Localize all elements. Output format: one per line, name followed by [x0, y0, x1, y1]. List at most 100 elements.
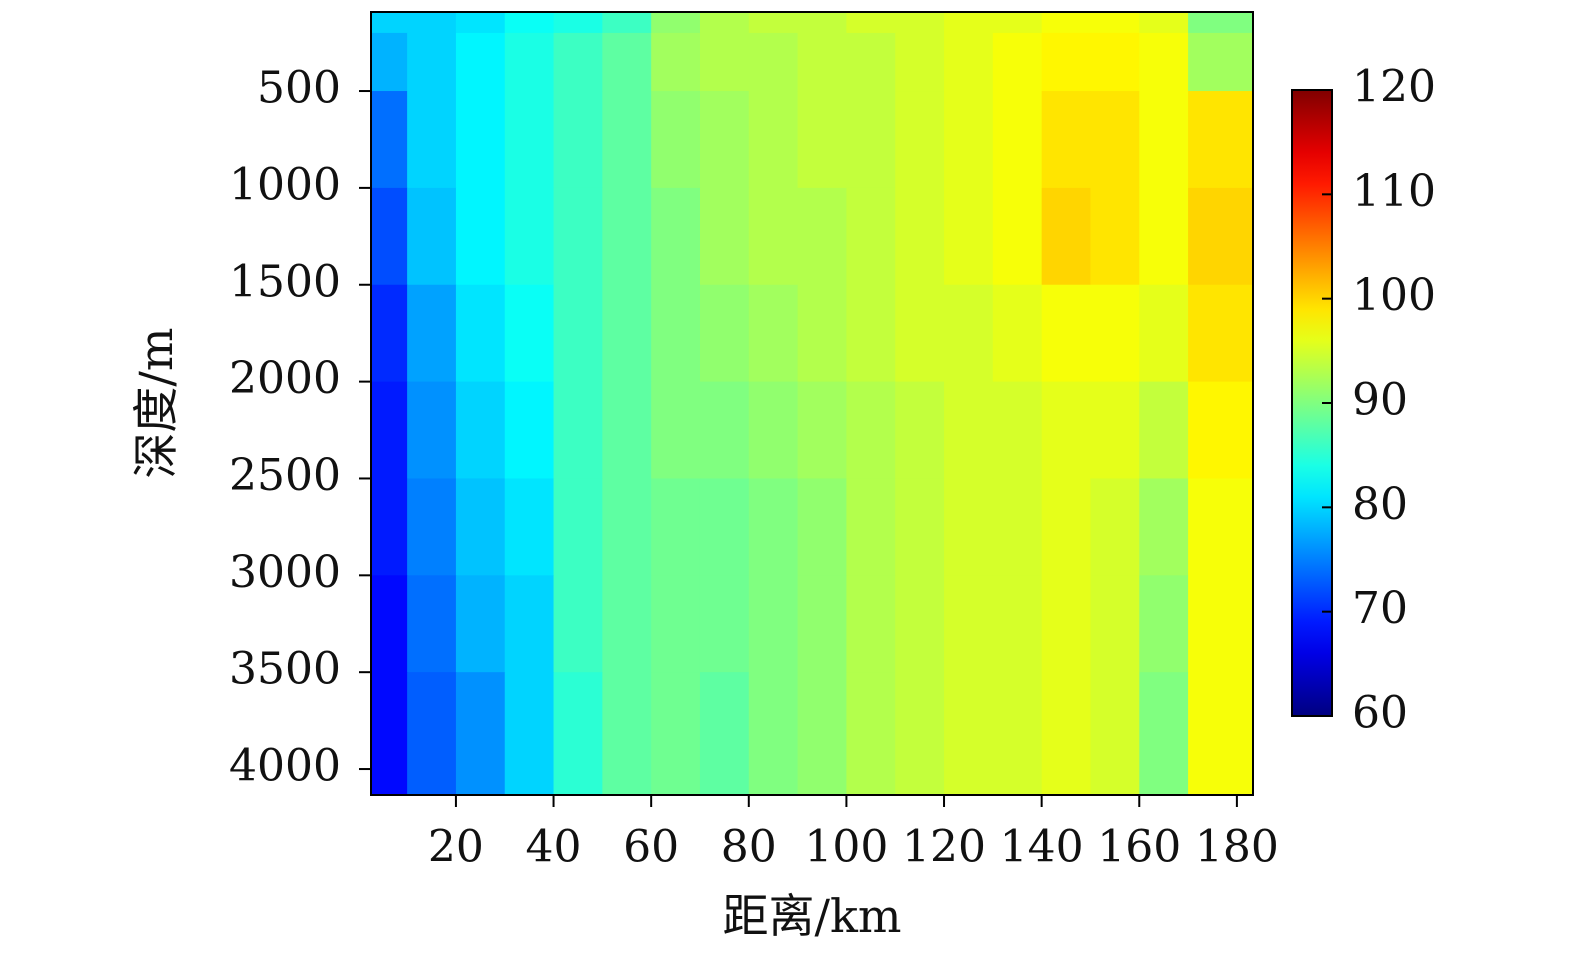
heatmap-cell — [602, 32, 652, 92]
heatmap-cell — [553, 32, 603, 92]
heatmap-cell — [895, 478, 945, 576]
heatmap-cell — [455, 187, 506, 286]
x-tick-label: 80 — [721, 822, 777, 873]
heatmap-cell — [797, 575, 847, 673]
heatmap-cell — [699, 284, 750, 383]
heatmap-cell — [992, 284, 1043, 383]
y-tick-label: 3500 — [229, 644, 341, 695]
heatmap-cell — [1188, 91, 1254, 189]
x-tick-label: 120 — [902, 822, 986, 873]
heatmap-cell — [1139, 284, 1189, 383]
heatmap-cell — [944, 284, 994, 383]
heatmap-cell — [944, 478, 994, 576]
heatmap-cell — [797, 12, 847, 34]
heatmap-cell — [1139, 91, 1189, 189]
heatmap-cell — [371, 12, 408, 34]
heatmap-cell — [371, 672, 408, 796]
heatmap-cell — [1090, 672, 1140, 796]
heatmap-cell — [699, 187, 750, 286]
heatmap-cell — [371, 91, 408, 189]
y-tick-label: 2500 — [229, 450, 341, 501]
heatmap-cell — [797, 672, 847, 796]
heatmap-cell — [1090, 381, 1140, 479]
heatmap-cell — [371, 32, 408, 92]
heatmap-cell — [895, 12, 945, 34]
heatmap-cell — [895, 284, 945, 383]
x-tick-label: 100 — [804, 822, 888, 873]
heatmap-cell — [1090, 187, 1140, 286]
heatmap-cell — [602, 284, 652, 383]
heatmap-cell — [895, 32, 945, 92]
heatmap-cell — [1041, 672, 1091, 796]
heatmap-cell — [371, 284, 408, 383]
heatmap-cell — [846, 575, 896, 673]
heatmap-cell — [455, 575, 506, 673]
heatmap-cell — [407, 672, 457, 796]
heatmap-cell — [797, 381, 847, 479]
heatmap-cell — [504, 478, 555, 576]
heatmap-cell — [602, 575, 652, 673]
colorbar-tick-label: 120 — [1352, 62, 1436, 113]
plot-frame — [370, 11, 1254, 796]
heatmap-cell — [371, 478, 408, 576]
heatmap-cell — [944, 187, 994, 286]
colorbar-tick-label: 100 — [1352, 270, 1436, 321]
heatmap-cell — [895, 575, 945, 673]
heatmap-cell — [1188, 12, 1254, 34]
heatmap-cell — [504, 575, 555, 673]
y-axis-title: 深度/m — [129, 327, 183, 478]
heatmap-cell — [699, 12, 750, 34]
heatmap-cell — [651, 187, 701, 286]
heatmap-cell — [944, 575, 994, 673]
heatmap-cell — [371, 187, 408, 286]
heatmap-cell — [1090, 12, 1140, 34]
heatmap-cell — [797, 91, 847, 189]
heatmap-cell — [1188, 187, 1254, 286]
heatmap-cell — [944, 381, 994, 479]
heatmap-cell — [553, 187, 603, 286]
heatmap-cell — [651, 32, 701, 92]
heatmap-cell — [797, 187, 847, 286]
heatmap-cell — [602, 672, 652, 796]
heatmap — [371, 12, 1254, 796]
heatmap-cell — [504, 381, 555, 479]
heatmap-cell — [1139, 575, 1189, 673]
heatmap-cell — [846, 672, 896, 796]
heatmap-cell — [455, 32, 506, 92]
heatmap-cell — [1188, 284, 1254, 383]
heatmap-cell — [407, 381, 457, 479]
colorbar-tick-label: 80 — [1352, 479, 1408, 530]
heatmap-cell — [992, 381, 1043, 479]
heatmap-cell — [1041, 91, 1091, 189]
y-tick-label: 500 — [257, 63, 341, 114]
heatmap-cell — [504, 284, 555, 383]
heatmap-cell — [504, 32, 555, 92]
heatmap-cell — [846, 284, 896, 383]
heatmap-cell — [1139, 381, 1189, 479]
heatmap-cell — [1090, 284, 1140, 383]
heatmap-cell — [407, 32, 457, 92]
heatmap-cell — [944, 12, 994, 34]
heatmap-cell — [748, 284, 799, 383]
heatmap-cell — [553, 91, 603, 189]
heatmap-cell — [1041, 478, 1091, 576]
heatmap-cell — [407, 91, 457, 189]
heatmap-cell — [944, 32, 994, 92]
heatmap-cell — [1139, 478, 1189, 576]
heatmap-cell — [553, 381, 603, 479]
heatmap-cell — [699, 32, 750, 92]
heatmap-cell — [651, 91, 701, 189]
heatmap-cell — [699, 381, 750, 479]
heatmap-cell — [699, 478, 750, 576]
heatmap-cell — [371, 381, 408, 479]
colorbar-tick-label: 70 — [1352, 583, 1408, 634]
heatmap-cell — [455, 478, 506, 576]
heatmap-cell — [895, 672, 945, 796]
heatmap-cell — [797, 478, 847, 576]
heatmap-cell — [602, 478, 652, 576]
heatmap-cell — [797, 284, 847, 383]
heatmap-cell — [407, 12, 457, 34]
heatmap-cell — [1139, 32, 1189, 92]
heatmap-cell — [504, 91, 555, 189]
